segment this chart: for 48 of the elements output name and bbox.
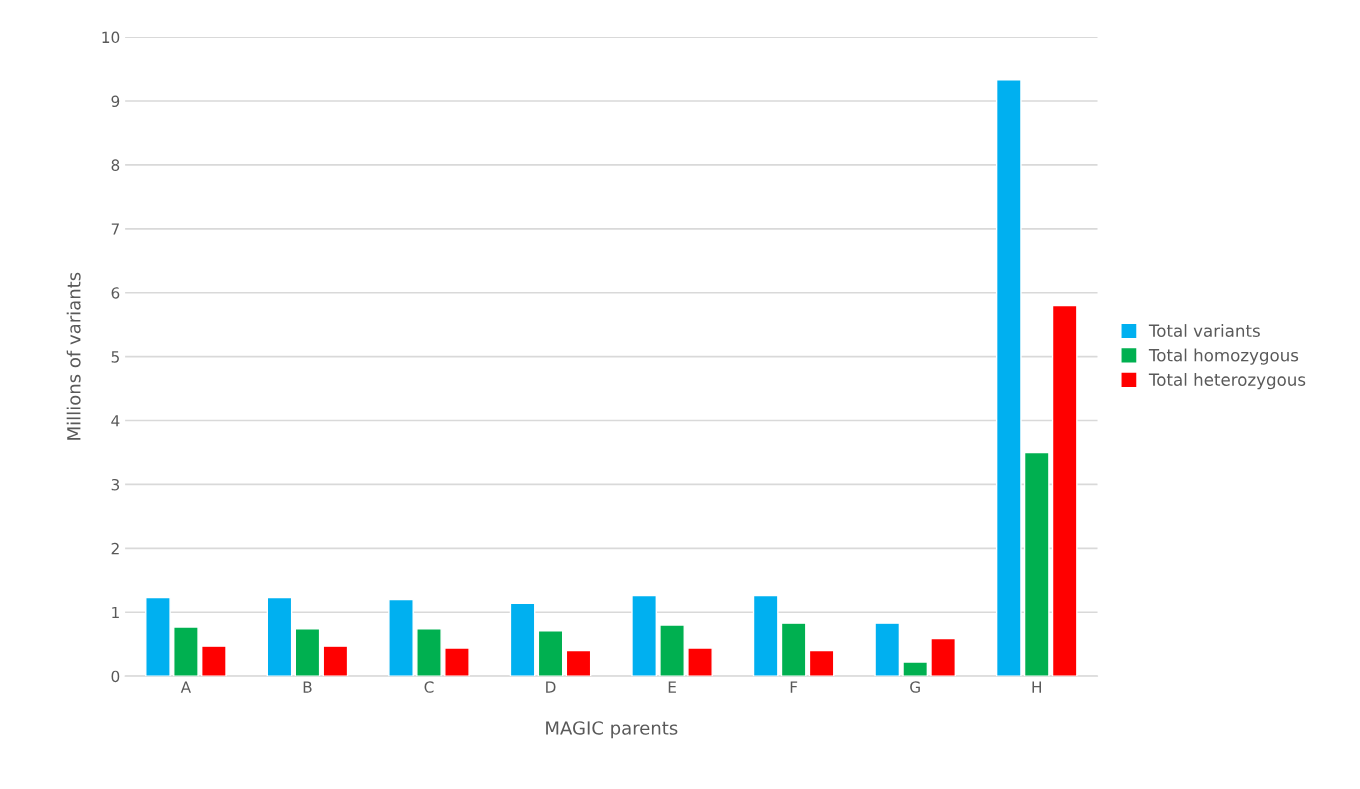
bar xyxy=(995,79,1022,677)
bar xyxy=(266,596,293,677)
y-tick-label: 8 xyxy=(111,159,120,171)
x-tick-label: B xyxy=(303,681,312,693)
bar xyxy=(1023,451,1050,677)
y-tick-label: 0 xyxy=(111,670,120,683)
y-axis-title: Millions of variants xyxy=(66,272,81,440)
bar xyxy=(631,594,657,677)
x-axis-title: MAGIC parents xyxy=(546,721,678,739)
y-tick-label: 5 xyxy=(111,351,119,363)
legend-label: Total heterozygous xyxy=(1148,373,1306,390)
bar xyxy=(930,637,957,677)
bar xyxy=(780,622,807,677)
x-tick-label: G xyxy=(910,681,920,693)
y-tick-label: 7 xyxy=(111,223,119,235)
legend-label: Total variants xyxy=(1148,324,1260,337)
bar xyxy=(322,645,349,677)
x-tick-label: H xyxy=(1032,681,1041,693)
x-tick-label: D xyxy=(546,681,556,693)
x-tick-label: A xyxy=(180,681,191,693)
bar xyxy=(145,596,171,677)
y-tick-label: 2 xyxy=(111,542,119,555)
x-tick-label: E xyxy=(668,681,676,693)
bar xyxy=(173,626,199,677)
bar xyxy=(444,647,470,677)
x-tick-label: C xyxy=(424,681,434,693)
bar xyxy=(687,647,713,677)
bar xyxy=(1051,304,1078,677)
y-tick-label: 1 xyxy=(112,606,119,619)
y-tick-label: 9 xyxy=(111,95,120,108)
bar xyxy=(565,649,592,677)
bar xyxy=(808,649,835,677)
bar xyxy=(416,628,442,677)
y-tick-label: 10 xyxy=(102,31,120,44)
bar xyxy=(509,602,536,677)
y-tick-label: 3 xyxy=(111,478,120,491)
bar xyxy=(659,624,685,677)
bar xyxy=(874,622,901,677)
bar xyxy=(752,594,779,677)
bar xyxy=(902,661,929,677)
bar xyxy=(201,645,227,677)
bar xyxy=(294,628,321,677)
y-tick-label: 4 xyxy=(111,415,120,427)
x-tick-label: F xyxy=(790,681,798,693)
bar xyxy=(388,598,414,677)
legend-label: Total homozygous xyxy=(1148,348,1299,365)
bar xyxy=(537,630,564,677)
y-tick-label: 6 xyxy=(111,287,120,299)
